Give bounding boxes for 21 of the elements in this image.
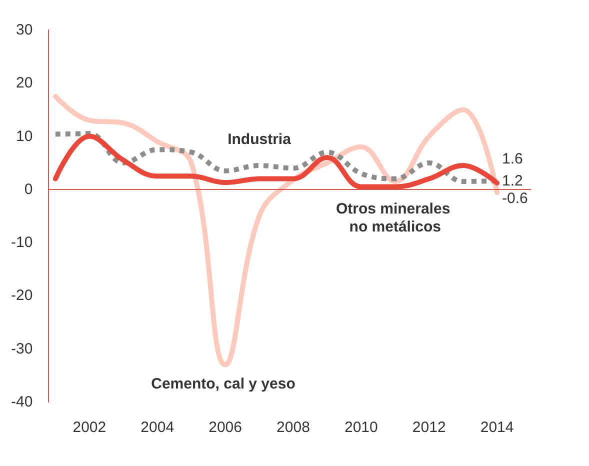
y-tick-label: -30: [10, 340, 33, 358]
x-tick-label: 2014: [480, 419, 514, 436]
x-tick-label: 2002: [72, 419, 106, 436]
y-tick-label: 30: [16, 22, 33, 38]
y-tick-label: -10: [10, 234, 33, 252]
y-tick-label: 10: [16, 128, 33, 145]
data-label: 1.6: [502, 150, 523, 168]
x-tick-label: 2006: [208, 419, 242, 436]
y-tick-label: -40: [10, 394, 33, 410]
x-tick-label: 2004: [140, 419, 174, 436]
series-label: Otros minerales no metálicos: [336, 200, 454, 236]
series-label: Industria: [228, 131, 292, 148]
y-tick-label: 0: [24, 180, 33, 198]
data-label: 1.2: [502, 172, 523, 190]
y-tick-label: 20: [16, 74, 33, 92]
y-tick-label: -20: [10, 287, 33, 304]
data-label: -0.6: [502, 190, 528, 208]
x-tick-label: 2010: [344, 419, 378, 436]
series-label: Cemento, cal y yeso: [151, 375, 296, 392]
x-tick-label: 2008: [276, 419, 310, 436]
x-tick-label: 2012: [412, 419, 446, 436]
